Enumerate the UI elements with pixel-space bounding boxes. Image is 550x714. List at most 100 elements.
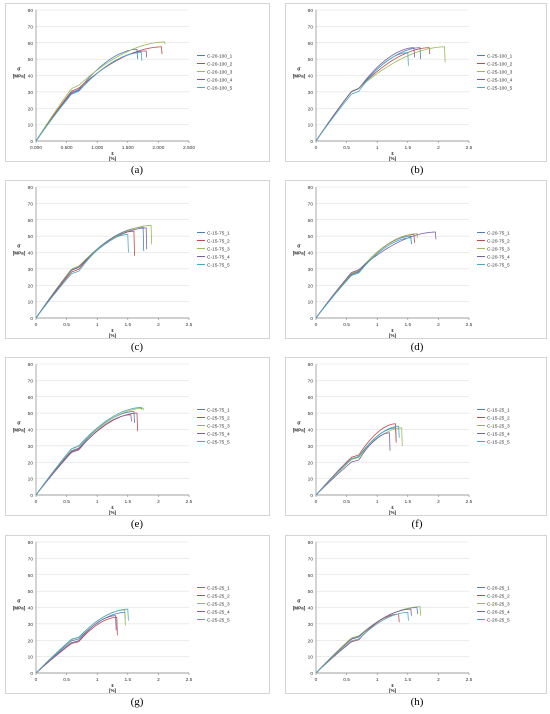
- series-line-C-15-75_4: [35, 227, 148, 319]
- y-tick-label: 40: [28, 606, 34, 612]
- y-tick-label: 80: [308, 540, 314, 546]
- legend-label: C-25-75_3: [207, 423, 230, 429]
- series-line-C-15-25_4: [315, 432, 391, 496]
- series-line-C-20-75_2: [315, 234, 415, 319]
- y-axis-unit: [MPa]: [293, 428, 306, 433]
- y-tick-label: 70: [308, 24, 314, 30]
- caption-g: (g): [130, 696, 144, 708]
- y-tick-label: 80: [308, 8, 314, 14]
- series-line-C-20-100_5: [35, 52, 143, 142]
- chart-svg: 0 10 20 30 40 50 60 70 80 0 0.5 1 1.5 2 2.5 σ[MPa] ε[%] C…: [293, 362, 510, 515]
- x-tick-label: 2.5: [466, 499, 473, 505]
- x-tick-label: 0.5: [343, 499, 350, 505]
- x-tick-label: 1.500: [122, 145, 134, 151]
- y-tick-label: 60: [28, 218, 34, 224]
- series-line-C-25-25_3: [35, 609, 126, 674]
- y-tick-label: 80: [28, 362, 34, 368]
- chart-svg: 0 10 20 30 40 50 60 70 80 0 0.5 1 1.5 2 2.5 σ[MPa] ε[%] C…: [13, 185, 230, 338]
- series-line-C-20-25_3: [315, 606, 422, 674]
- chart-svg: 0 10 20 30 40 50 60 70 80 0.000 0.500 1.000 1.500 2.0…: [13, 8, 233, 161]
- x-tick-label: 2: [157, 322, 160, 328]
- x-tick-label: 0.5: [63, 322, 70, 328]
- y-tick-label: 40: [308, 74, 314, 80]
- x-tick-label: 2: [437, 677, 440, 683]
- caption-d: (d): [410, 341, 424, 353]
- y-tick-label: 60: [28, 41, 34, 47]
- x-axis-symbol: ε: [391, 683, 394, 689]
- y-tick-label: 50: [28, 411, 34, 417]
- y-axis-unit: [MPa]: [293, 251, 306, 256]
- x-tick-label: 2.000: [152, 145, 164, 151]
- x-tick-label: 0: [35, 499, 38, 505]
- y-tick-label: 20: [308, 106, 314, 112]
- y-tick-label: 0: [30, 493, 33, 499]
- x-tick-label: 1.5: [404, 322, 411, 328]
- series-line-C-15-75_3: [35, 225, 153, 319]
- x-tick-label: 1.5: [404, 499, 411, 505]
- series-line-C-25-25_2: [35, 616, 118, 674]
- x-axis-symbol: ε: [111, 151, 114, 157]
- series-line-C-25-75_2: [35, 412, 138, 496]
- legend-label: C-15-75_5: [207, 262, 230, 268]
- legend-label: C-15-75_4: [207, 254, 230, 260]
- y-tick-label: 10: [308, 300, 314, 306]
- y-tick-label: 70: [308, 201, 314, 207]
- legend-label: C-20-100_5: [207, 85, 233, 91]
- x-tick-label: 2.5: [186, 499, 193, 505]
- legend-label: C-25-75_1: [207, 407, 230, 413]
- y-axis-symbol: σ: [297, 244, 301, 250]
- x-tick-label: 2: [157, 677, 160, 683]
- x-tick-label: 0: [315, 145, 318, 151]
- legend-label: C-20-100_4: [207, 77, 233, 83]
- legend-label: C-15-25_3: [487, 423, 510, 429]
- legend-label: C-15-25_5: [487, 439, 510, 445]
- x-tick-label: 1: [96, 322, 99, 328]
- series-line-C-20-25_2: [315, 613, 400, 674]
- legend-label: C-25-25_3: [207, 601, 230, 607]
- y-tick-label: 70: [308, 378, 314, 384]
- legend-label: C-20-75_5: [487, 262, 510, 268]
- y-tick-label: 50: [28, 57, 34, 63]
- chart-panel-h: 0 10 20 30 40 50 60 70 80 0 0.5 1 1.5 2 2.5 σ [MPa] ε [%] C…: [285, 535, 547, 694]
- x-axis-symbol: ε: [391, 328, 394, 334]
- y-tick-label: 60: [28, 573, 34, 579]
- series-line-C-20-75_1: [315, 235, 412, 319]
- legend-label: C-25-25_2: [207, 593, 230, 599]
- y-tick-label: 60: [28, 395, 34, 401]
- x-tick-label: 2: [437, 499, 440, 505]
- chart-panel-d: 0 10 20 30 40 50 60 70 80 0 0.5 1 1.5 2 2.5 σ [MPa] ε [%] C…: [285, 180, 547, 339]
- caption-a: (a): [130, 164, 144, 176]
- x-tick-label: 0.5: [343, 322, 350, 328]
- series-line-C-20-75_5: [315, 237, 412, 319]
- x-tick-label: 2.500: [183, 145, 195, 151]
- y-tick-label: 10: [28, 123, 34, 129]
- y-tick-label: 50: [308, 411, 314, 417]
- y-tick-label: 0: [30, 139, 33, 145]
- series-line-C-25-100_2: [315, 47, 431, 142]
- y-axis-unit: [MPa]: [13, 251, 26, 256]
- x-tick-label: 1: [376, 499, 379, 505]
- x-axis-unit: [%]: [389, 333, 397, 338]
- x-tick-label: 0.5: [343, 145, 350, 151]
- y-axis-unit: [MPa]: [293, 74, 306, 79]
- y-tick-label: 10: [308, 123, 314, 129]
- legend-label: C-20-75_1: [487, 230, 510, 236]
- x-tick-label: 1.5: [124, 677, 131, 683]
- legend-label: C-20-100_1: [207, 53, 233, 59]
- x-tick-label: 2.5: [466, 322, 473, 328]
- x-tick-label: 0.000: [30, 145, 42, 151]
- y-tick-label: 60: [308, 41, 314, 47]
- y-axis-unit: [MPa]: [13, 74, 26, 79]
- series-line-C-20-100_2: [35, 46, 163, 142]
- legend-label: C-25-100_2: [487, 61, 513, 67]
- y-tick-label: 20: [308, 460, 314, 466]
- chart-svg: 0 10 20 30 40 50 60 70 80 0 0.5 1 1.5 2 2.5 σ[MPa] ε[%] C…: [13, 540, 230, 693]
- legend-label: C-15-75_1: [207, 230, 230, 236]
- x-axis-unit: [%]: [109, 333, 117, 338]
- x-axis-symbol: ε: [111, 328, 114, 334]
- legend-label: C-20-75_3: [487, 246, 510, 252]
- chart-panel-a: 0 10 20 30 40 50 60 70 80 0.000 0.500 1.000 1.500 2.0…: [5, 3, 270, 162]
- chart-panel-f: 0 10 20 30 40 50 60 70 80 0 0.5 1 1.5 2 2.5 σ [MPa] ε [%] C…: [285, 357, 547, 516]
- y-axis-unit: [MPa]: [13, 428, 26, 433]
- legend-label: C-25-100_3: [487, 69, 513, 75]
